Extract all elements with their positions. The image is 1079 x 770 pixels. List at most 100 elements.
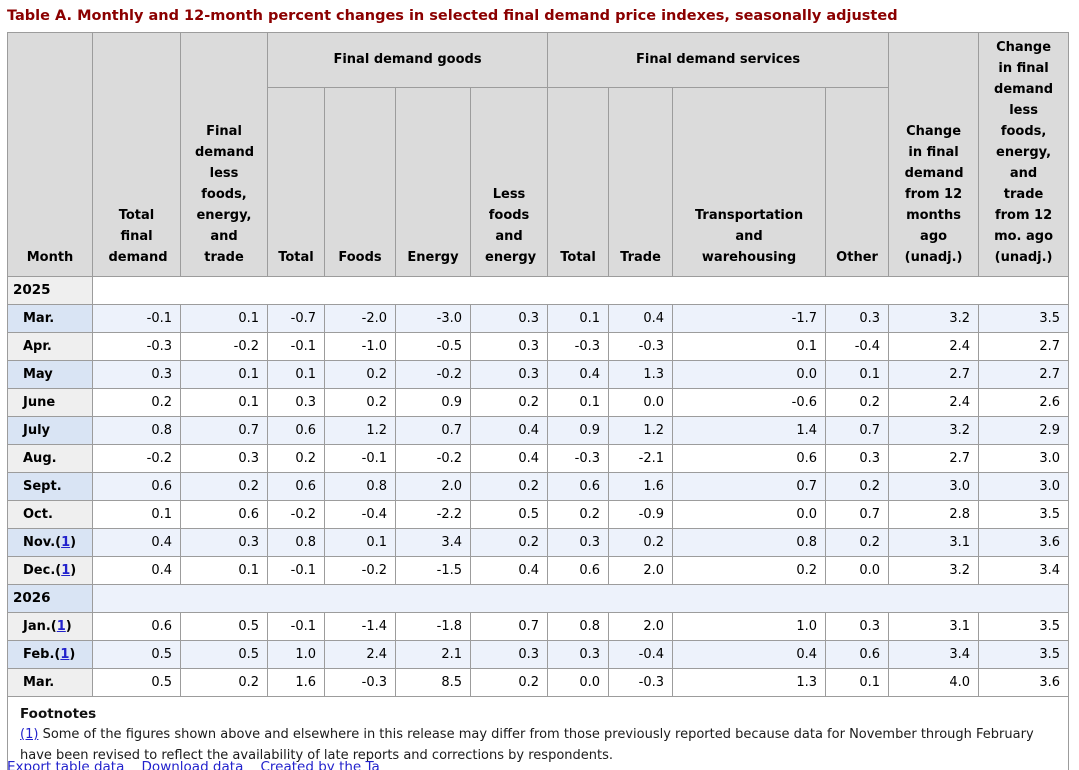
table-header: Month Total final demand Final demand le… (7, 32, 1070, 278)
data-cell: 0.9 (547, 416, 610, 445)
data-cell: 0.2 (469, 472, 549, 501)
data-cell: 3.6 (978, 528, 1070, 557)
data-cell: -0.7 (267, 304, 325, 333)
data-cell: 2.4 (888, 388, 980, 417)
data-cell: -1.5 (395, 556, 471, 585)
data-cell: 3.5 (978, 500, 1070, 529)
data-cell: -0.2 (395, 360, 471, 389)
data-row: June 0.2 0.1 0.3 0.2 0.9 0.2 0.1 0.0 -0.6 0.2 2.4 2.… (7, 388, 1070, 417)
data-cell: 0.5 (180, 640, 268, 669)
data-cell: 0.2 (672, 556, 827, 585)
page-footer-links[interactable]: Export table data Download data Created … (7, 759, 380, 770)
data-cell: 2.7 (888, 444, 980, 473)
data-cell: 0.1 (180, 360, 268, 389)
data-cell: 0.6 (547, 472, 610, 501)
year-row: 2026 (7, 584, 1070, 613)
data-cell: -2.2 (395, 500, 471, 529)
row-header-month: July (7, 416, 93, 445)
data-cell: 0.3 (469, 640, 549, 669)
data-cell: 1.0 (672, 612, 827, 641)
data-cell: 2.4 (888, 332, 980, 361)
data-cell: -0.4 (825, 332, 890, 361)
data-row: Jan.(1) 0.6 0.5 -0.1 -1.4 -1.8 0.7 0.8 2.0 1.0 0.3… (7, 612, 1070, 641)
data-cell: -1.7 (672, 304, 827, 333)
data-cell: 0.2 (825, 388, 890, 417)
data-cell: 0.6 (267, 416, 325, 445)
data-cell: 0.0 (672, 360, 827, 389)
data-cell: 0.1 (672, 332, 827, 361)
year-row: 2025 (7, 276, 1070, 305)
data-cell: 3.0 (888, 472, 980, 501)
data-cell: 3.2 (888, 556, 980, 585)
data-cell: 0.3 (547, 640, 610, 669)
data-cell: -0.3 (547, 444, 610, 473)
data-cell: 4.0 (888, 668, 980, 697)
data-cell: 0.3 (825, 304, 890, 333)
data-cell: 0.8 (547, 612, 610, 641)
data-cell: 0.2 (547, 500, 610, 529)
data-cell: 2.0 (395, 472, 471, 501)
data-cell: 0.0 (547, 668, 610, 697)
data-cell: 1.2 (324, 416, 396, 445)
data-cell: -0.3 (92, 332, 181, 361)
data-cell: 0.4 (469, 556, 549, 585)
col-header-total-final-demand: Total final demand (92, 32, 181, 277)
data-cell: -1.8 (395, 612, 471, 641)
data-cell: 0.1 (267, 360, 325, 389)
data-cell: 0.0 (825, 556, 890, 585)
data-cell: 2.7 (978, 360, 1070, 389)
data-cell: -0.5 (395, 332, 471, 361)
data-cell: 0.6 (92, 472, 181, 501)
row-header-month: Mar. (7, 668, 93, 697)
data-cell: 0.0 (672, 500, 827, 529)
data-cell: -0.2 (324, 556, 396, 585)
data-cell: -0.1 (267, 556, 325, 585)
data-cell: 0.4 (672, 640, 827, 669)
year-spacer-cell (91, 276, 1070, 305)
footnote-link[interactable]: 1 (60, 647, 70, 662)
footnote-link[interactable]: 1 (56, 619, 66, 634)
col-header-change-12-months-less-fet: Change in final demand less foods, energ… (978, 32, 1070, 277)
data-cell: 0.1 (92, 500, 181, 529)
data-cell: 0.8 (92, 416, 181, 445)
row-header-year: 2026 (7, 584, 93, 613)
data-cell: 2.8 (888, 500, 980, 529)
data-cell: 3.1 (888, 612, 980, 641)
data-cell: 0.8 (267, 528, 325, 557)
data-row: Mar. 0.5 0.2 1.6 -0.3 8.5 0.2 0.0 -0.3 1.3 0.1 4.0 3… (7, 668, 1070, 697)
data-cell: 0.6 (92, 612, 181, 641)
footnote-ref-link[interactable]: (1) (20, 727, 39, 742)
data-cell: 2.0 (608, 612, 674, 641)
data-row: Apr. -0.3 -0.2 -0.1 -1.0 -0.5 0.3 -0.3 -0.3 0.1 -0… (7, 332, 1070, 361)
data-cell: -0.9 (608, 500, 674, 529)
row-header-month: June (7, 388, 93, 417)
data-cell: 2.9 (978, 416, 1070, 445)
data-cell: -2.0 (324, 304, 396, 333)
data-cell: 3.6 (978, 668, 1070, 697)
data-row: Aug. -0.2 0.3 0.2 -0.1 -0.2 0.4 -0.3 -2.1 0.6 0.3 2… (7, 444, 1070, 473)
data-cell: 1.0 (267, 640, 325, 669)
data-cell: 0.8 (324, 472, 396, 501)
data-cell: 0.9 (395, 388, 471, 417)
footnote-link[interactable]: 1 (61, 535, 71, 550)
data-cell: 2.4 (324, 640, 396, 669)
data-cell: 0.1 (825, 668, 890, 697)
data-row: Sept. 0.6 0.2 0.6 0.8 2.0 0.2 0.6 1.6 0.7 0.2 3.0 3.… (7, 472, 1070, 501)
data-cell: -1.4 (324, 612, 396, 641)
data-cell: 3.5 (978, 612, 1070, 641)
data-cell: 0.1 (324, 528, 396, 557)
data-cell: -0.4 (608, 640, 674, 669)
row-header-month: Apr. (7, 332, 93, 361)
data-cell: 0.4 (547, 360, 610, 389)
data-cell: -3.0 (395, 304, 471, 333)
data-cell: 1.2 (608, 416, 674, 445)
footnote-link[interactable]: 1 (61, 563, 71, 578)
row-header-month: Mar. (7, 304, 93, 333)
data-cell: 0.3 (180, 528, 268, 557)
data-cell: 2.7 (888, 360, 980, 389)
row-header-month: Dec.(1) (7, 556, 93, 585)
footnote-text: Some of the figures shown above and else… (20, 727, 1034, 763)
data-cell: 0.1 (180, 388, 268, 417)
data-cell: -0.1 (92, 304, 181, 333)
data-cell: 0.2 (324, 360, 396, 389)
